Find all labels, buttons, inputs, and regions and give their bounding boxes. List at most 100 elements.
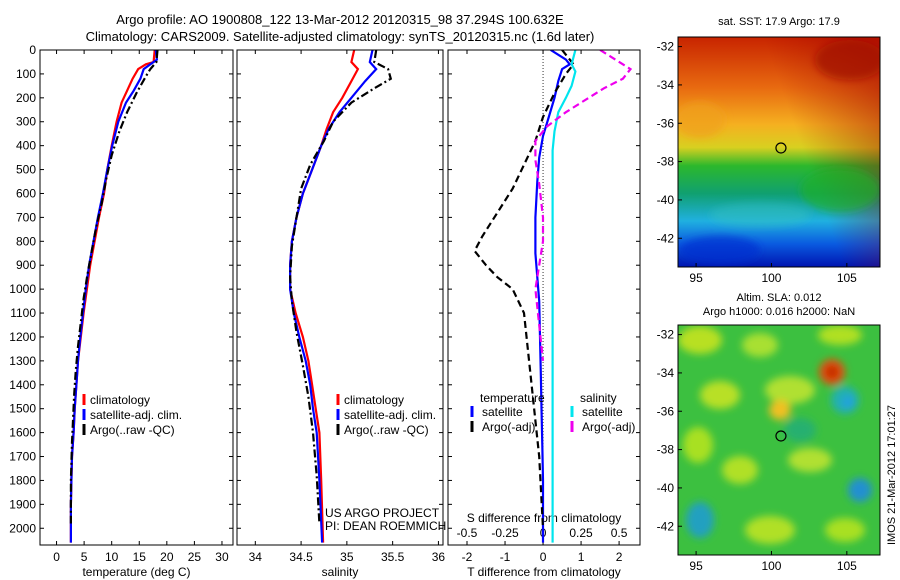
x-tick-label: 2 <box>616 550 623 564</box>
figure-title-line1: Argo profile: AO 1900808_122 13-Mar-2012… <box>116 12 564 27</box>
series-line <box>69 50 159 524</box>
map-x-tick-label: 105 <box>837 271 857 285</box>
series-line <box>534 50 572 543</box>
series-line <box>289 50 360 543</box>
y-tick-label: 1100 <box>10 306 36 320</box>
x-tick-label: 35 <box>340 550 354 564</box>
panel-difference: -2 -1 0 1 2T difference from climatology -0.5… <box>447 49 641 579</box>
y-tick-label: 1500 <box>9 402 36 416</box>
y-tick-label: 2000 <box>9 521 36 535</box>
series-line <box>534 50 633 362</box>
legend-label: climatology <box>344 393 404 407</box>
x-tick-label: 0 <box>53 550 60 564</box>
map-y-tick-label: -32 <box>657 328 675 342</box>
sst-map-title: sat. SST: 17.9 Argo: 17.9 <box>718 16 840 28</box>
map-y-tick-label: -34 <box>657 366 675 380</box>
series-line <box>473 50 575 529</box>
x-axis-label: T difference from climatology <box>467 565 621 579</box>
imos-timestamp: IMOS 21-Mar-2012 17:01:27 <box>886 404 898 545</box>
y-tick-label: 1000 <box>9 282 36 296</box>
argo-location-marker <box>775 142 787 154</box>
top-axis-tick-label: -0.25 <box>491 526 519 540</box>
map-y-tick-label: -40 <box>657 481 675 495</box>
map-y-tick-label: -42 <box>657 231 675 245</box>
top-axis-tick-label: 0.25 <box>569 526 593 540</box>
y-tick-label: 1400 <box>9 378 36 392</box>
legend-label: satellite <box>582 405 623 419</box>
plot-frame <box>236 49 444 546</box>
x-tick-label: 0 <box>540 550 547 564</box>
x-tick-label: -2 <box>462 550 473 564</box>
y-tick-label: 0 <box>29 43 36 57</box>
project-annotation: PI: DEAN ROEMMICH <box>325 519 446 533</box>
x-tick-label: 34 <box>249 550 263 564</box>
top-axis-tick-label: 0.5 <box>611 526 628 540</box>
sla-map-title-line1: Altim. SLA: 0.012 <box>736 292 822 304</box>
project-annotation: US ARGO PROJECT <box>325 506 440 520</box>
y-tick-label: 1600 <box>9 426 36 440</box>
panel-salinity: 34 34.5 35 35.5 36 salinity climatologysatelli… <box>236 49 446 579</box>
legend-label: Argo(..raw -QC) <box>90 423 175 437</box>
argo-location-marker <box>775 430 787 442</box>
plot-frame <box>39 49 234 546</box>
figure-title-line2: Climatology: CARS2009. Satellite-adjuste… <box>85 29 595 44</box>
y-tick-label: 400 <box>16 139 36 153</box>
y-tick-label: 1900 <box>9 497 36 511</box>
legend-group-title: temperature <box>480 391 545 405</box>
series-line <box>551 50 577 543</box>
sla-map-frame <box>677 324 881 556</box>
legend-label: climatology <box>90 393 150 407</box>
x-tick-label: 5 <box>81 550 88 564</box>
legend-label: Argo(-adj) <box>482 420 535 434</box>
legend-label: satellite-adj. clim. <box>90 408 182 422</box>
y-tick-label: 200 <box>16 91 36 105</box>
legend-label: Argo(-adj) <box>582 420 635 434</box>
sst-map-frame <box>677 36 881 268</box>
x-tick-label: 15 <box>133 550 147 564</box>
y-tick-label: 600 <box>16 186 36 200</box>
plot-frame <box>447 49 641 546</box>
y-tick-label: 1200 <box>9 330 36 344</box>
map-y-tick-label: -36 <box>657 116 675 130</box>
x-tick-label: 25 <box>188 550 202 564</box>
y-tick-label: 100 <box>16 67 36 81</box>
legend-label: satellite <box>482 405 523 419</box>
series-line <box>288 50 393 524</box>
map-y-tick-label: -34 <box>657 78 675 92</box>
top-axis-tick-label: -0.5 <box>457 526 478 540</box>
x-tick-label: 35.5 <box>381 550 405 564</box>
y-tick-label: 700 <box>16 210 36 224</box>
sla-map-title-line2: Argo h1000: 0.016 h2000: NaN <box>702 306 856 318</box>
x-tick-label: 34.5 <box>289 550 313 564</box>
map-x-tick-label: 95 <box>689 559 703 573</box>
sla-texture <box>678 325 872 544</box>
sst-texture <box>678 40 880 264</box>
map-y-tick-label: -40 <box>657 193 675 207</box>
y-tick-label: 1800 <box>9 473 36 487</box>
x-tick-label: 30 <box>215 550 229 564</box>
legend-label: Argo(..raw -QC) <box>344 423 429 437</box>
y-tick-label: 1300 <box>9 354 36 368</box>
x-axis-label: temperature (deg C) <box>82 565 190 579</box>
y-tick-label: 500 <box>16 163 36 177</box>
map-y-tick-label: -36 <box>657 404 675 418</box>
y-tick-label: 900 <box>16 258 36 272</box>
y-tick-label: 1700 <box>9 450 36 464</box>
map-x-tick-label: 100 <box>761 559 781 573</box>
x-tick-label: -1 <box>500 550 511 564</box>
map-y-tick-label: -42 <box>657 519 675 533</box>
legend-group-title: salinity <box>580 391 617 405</box>
map-x-tick-label: 95 <box>689 271 703 285</box>
panel-temperature: 0 5 10 15 20 25 30 temperature (deg C) 0 100 200 30… <box>9 43 234 579</box>
map-y-tick-label: -32 <box>657 40 675 54</box>
map-x-tick-label: 105 <box>837 559 857 573</box>
map-y-tick-label: -38 <box>657 155 675 169</box>
x-axis-label: salinity <box>322 565 359 579</box>
x-tick-label: 36 <box>432 550 446 564</box>
y-tick-label: 300 <box>16 115 36 129</box>
x-tick-label: 10 <box>105 550 119 564</box>
map-x-tick-label: 100 <box>761 271 781 285</box>
y-tick-label: 800 <box>16 234 36 248</box>
sla-map <box>677 324 881 556</box>
